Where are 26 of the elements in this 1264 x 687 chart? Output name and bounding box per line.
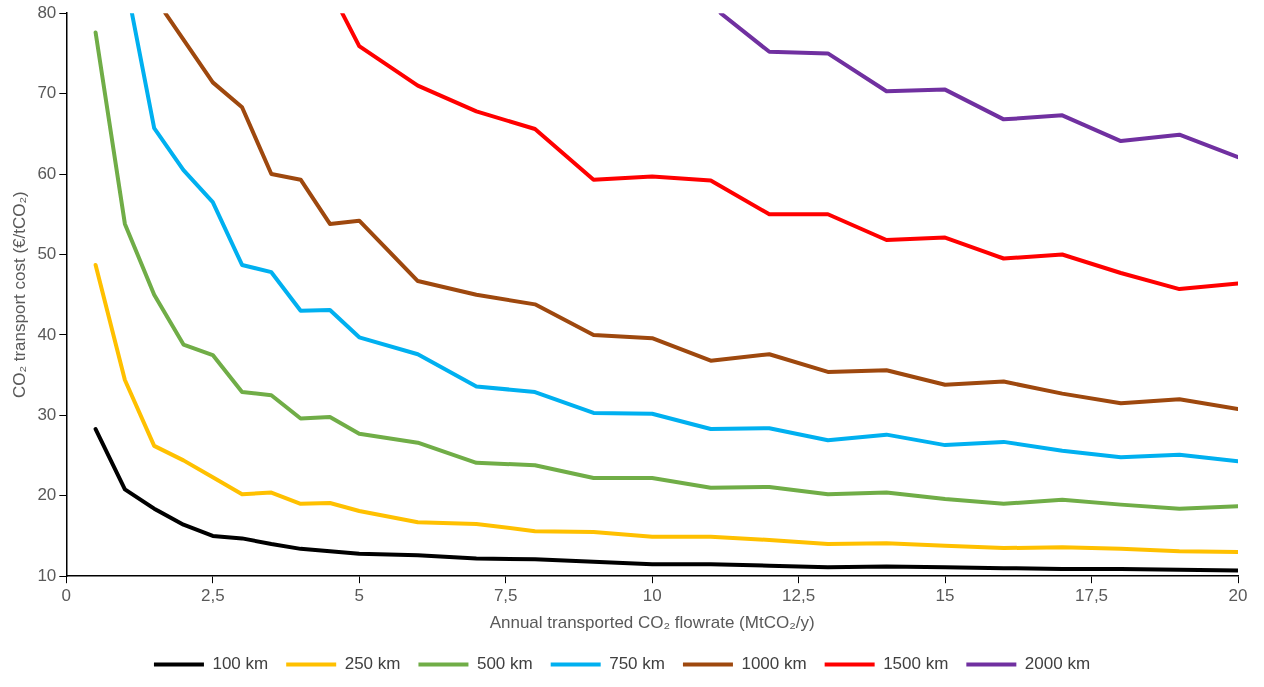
x-tick-label: 20 [1228, 586, 1248, 606]
x-tick-label: 17,5 [1074, 586, 1109, 606]
x-tick-label: 5 [354, 586, 364, 606]
y-tick-label: 20 [37, 485, 57, 505]
y-tick-label: 30 [37, 405, 57, 425]
y-axis-title: CO₂ transport cost (€/tCO₂) [9, 191, 29, 399]
legend-label: 500 km [476, 654, 533, 674]
y-tick-label: 40 [37, 324, 57, 344]
legend-label: 100 km [212, 654, 269, 674]
y-tick-label: 50 [37, 244, 57, 264]
legend-label: 250 km [344, 654, 401, 674]
y-tick-label: 10 [37, 565, 57, 585]
x-tick-label: 2,5 [200, 586, 225, 606]
x-tick-label: 15 [935, 586, 955, 606]
legend-label: 750 km [609, 654, 665, 674]
legend-label: 1500 km [883, 654, 949, 674]
y-tick-label: 60 [37, 163, 57, 183]
y-tick-label: 80 [37, 2, 57, 22]
x-tick-label: 7,5 [493, 586, 518, 606]
x-axis-title: Annual transported CO₂ flowrate (MtCO₂/y) [489, 613, 815, 633]
legend-label: 1000 km [741, 654, 807, 674]
x-tick-label: 10 [642, 586, 662, 606]
x-tick-label: 12,5 [782, 586, 816, 606]
x-tick-label: 0 [61, 586, 72, 606]
y-tick-label: 70 [37, 83, 57, 103]
legend-label: 2000 km [1024, 654, 1091, 674]
